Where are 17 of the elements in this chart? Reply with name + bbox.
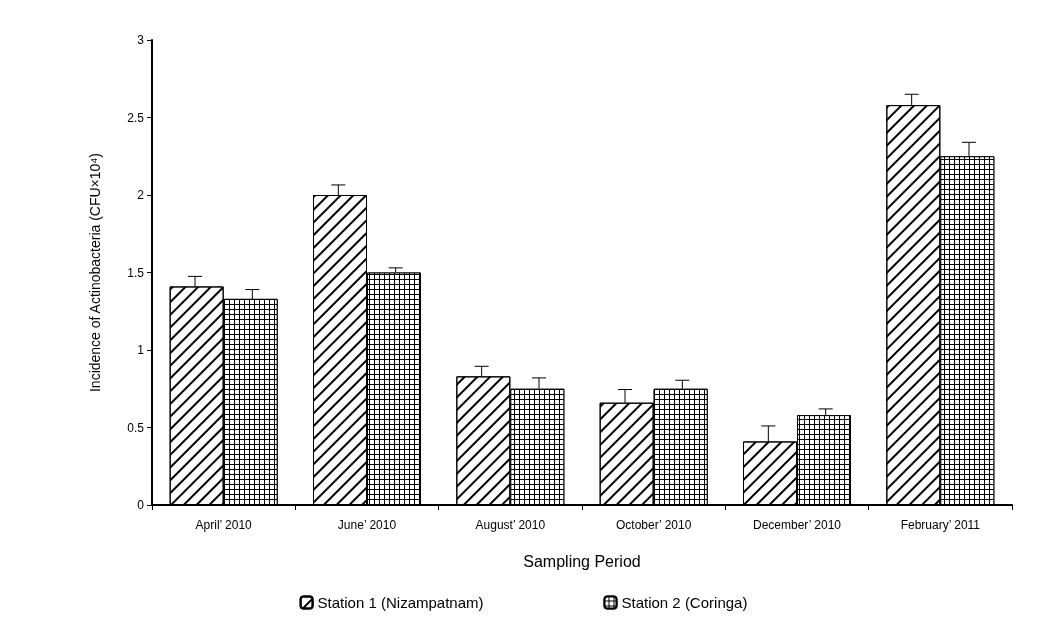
y-tick-label: 2.5 [127,110,145,125]
x-axis-title: Sampling Period [523,552,641,570]
x-tick-label: April’ 2010 [195,518,253,532]
x-tick-label: June’ 2010 [337,518,397,532]
x-tick-label: August’ 2010 [475,518,546,532]
y-tick-label: 0 [137,498,145,512]
y-axis-title: Incidence of Actinobacteria (CFU×10⁴) [87,152,103,393]
legend-label: Station 2 (Coringa) [621,594,748,611]
x-tick-label: February’ 2011 [900,518,981,532]
y-tick-label: 3 [137,33,145,47]
y-tick-label: 1 [137,343,145,357]
y-tick-label: 1.5 [127,265,145,280]
x-tick-label: December’ 2010 [752,518,842,532]
x-tick-label: October’ 2010 [615,518,692,532]
y-tick-label: 0.5 [127,420,145,435]
legend-label: Station 1 (Nizampatnam) [317,594,484,611]
y-tick-label: 2 [137,188,145,202]
